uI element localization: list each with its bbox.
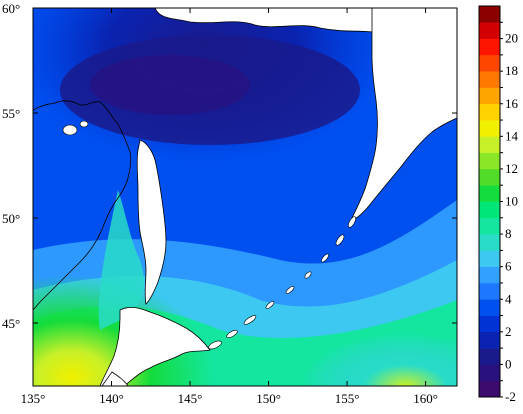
colorbar-label: 16 — [505, 96, 519, 111]
lon-tick-label: 155° — [335, 391, 360, 406]
colorbar-label: 4 — [505, 291, 512, 306]
colorbar-swatch — [479, 136, 500, 153]
colorbar-swatch — [479, 87, 500, 105]
colorbar-swatch — [479, 250, 500, 267]
colorbar-swatch — [479, 185, 500, 202]
colorbar-swatch — [479, 168, 500, 186]
colorbar: -2 0 2 4 6 8 10 12 14 16 18 20 — [478, 5, 519, 404]
latitude-axis: 60° 55° 50° 45° — [2, 1, 457, 331]
japan-sea-tongue — [98, 190, 144, 330]
colorbar-label: 10 — [505, 194, 518, 209]
kuril-islands — [208, 216, 356, 350]
colorbar-swatch — [479, 299, 500, 316]
lon-tick-label: 140° — [99, 391, 124, 406]
lat-tick-label: 55° — [2, 106, 20, 121]
colorbar-swatch — [479, 152, 500, 170]
map-frame — [32, 7, 458, 387]
colorbar-swatch — [479, 217, 500, 235]
colorbar-swatch — [479, 282, 500, 300]
land-mainland-coast — [33, 8, 132, 311]
colorbar-label: 14 — [505, 128, 519, 143]
colorbar-swatch — [479, 348, 500, 365]
colorbar-swatch — [479, 71, 500, 88]
map-panel — [33, 8, 457, 386]
land-hokkaido — [99, 306, 211, 386]
lat-tick-label: 60° — [2, 1, 20, 16]
lon-tick-label: 160° — [413, 391, 438, 406]
shantar-islands — [62, 120, 89, 136]
longitude-axis: 135° 140° 145° 150° 155° 160° — [21, 8, 438, 406]
colorbar-swatch — [479, 54, 500, 72]
colorbar-swatch — [479, 331, 500, 349]
lat-tick-label: 45° — [2, 316, 20, 331]
colorbar-swatch — [479, 266, 500, 284]
cold-core-inner — [90, 55, 250, 115]
colorbar-swatch — [479, 120, 500, 137]
land-sakhalin — [136, 139, 167, 305]
colorbar-label: 18 — [505, 63, 518, 78]
colorbar-swatch — [479, 234, 500, 251]
colorbar-swatch — [479, 22, 500, 39]
colorbar-label: 8 — [505, 226, 512, 241]
colorbar-label: -2 — [505, 389, 516, 404]
colorbar-label: 2 — [505, 324, 512, 339]
colorbar-swatch — [479, 364, 500, 382]
lon-tick-label: 150° — [256, 391, 281, 406]
colorbar-swatch — [479, 38, 500, 56]
lon-tick-label: 145° — [178, 391, 203, 406]
colorbar-label: 20 — [505, 31, 518, 46]
lat-tick-label: 50° — [2, 211, 20, 226]
colorbar-swatch — [479, 380, 500, 398]
colorbar-label: 6 — [505, 259, 512, 274]
colorbar-label: 0 — [505, 356, 512, 371]
colorbar-swatch — [479, 201, 500, 219]
colorbar-label: 12 — [505, 161, 518, 176]
colorbar-swatch — [479, 6, 500, 23]
colorbar-swatch — [479, 315, 500, 333]
lon-tick-label: 135° — [21, 391, 46, 406]
warm-southeast — [250, 280, 457, 386]
colorbar-swatch — [479, 103, 500, 121]
